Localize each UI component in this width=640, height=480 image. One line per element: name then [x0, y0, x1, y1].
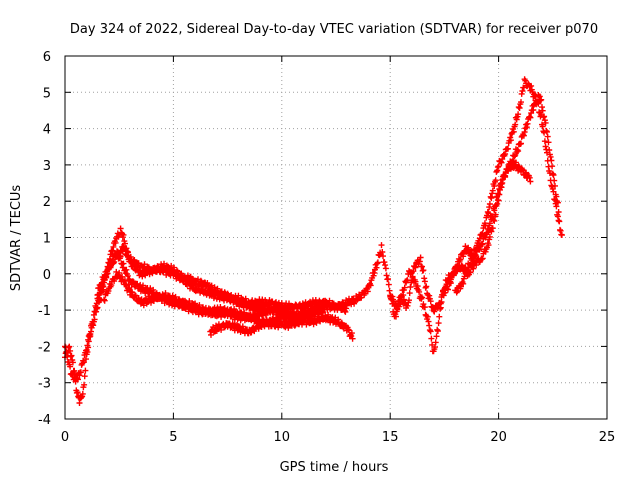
y-tick-label: 2 — [43, 195, 51, 210]
x-tick-label: 20 — [490, 430, 507, 445]
series-track-G — [452, 92, 562, 296]
x-tick-label: 10 — [274, 430, 291, 445]
x-tick-label: 5 — [169, 430, 177, 445]
y-tick-label: 1 — [43, 232, 51, 247]
grid — [65, 56, 607, 419]
y-tick-label: 6 — [43, 50, 51, 65]
y-tick-label: 0 — [43, 268, 51, 283]
chart-title: Day 324 of 2022, Sidereal Day-to-day VTE… — [70, 22, 598, 37]
y-axis-label: SDTVAR / TECUs — [9, 185, 24, 292]
y-tick-label: -4 — [38, 413, 51, 428]
y-tick-label: 5 — [43, 86, 51, 101]
y-tick-label: -3 — [38, 377, 51, 392]
x-axis-label: GPS time / hours — [280, 460, 389, 475]
series-markers — [452, 92, 562, 296]
series-track-E — [207, 304, 328, 338]
y-tick-label: -1 — [38, 304, 51, 319]
x-tick-label: 0 — [61, 430, 69, 445]
series-markers — [207, 304, 328, 338]
axis-ticks: 0 5 10 15 20 25 -4 -3 -2 -1 0 1 2 3 4 5 6 — [38, 50, 615, 445]
plot-frame — [64, 55, 608, 420]
y-tick-label: 4 — [43, 123, 51, 138]
y-tick-label: -2 — [38, 340, 51, 355]
data-points — [62, 76, 565, 406]
x-tick-label: 15 — [382, 430, 399, 445]
x-tick-label: 25 — [599, 430, 616, 445]
y-tick-label: 3 — [43, 159, 51, 174]
